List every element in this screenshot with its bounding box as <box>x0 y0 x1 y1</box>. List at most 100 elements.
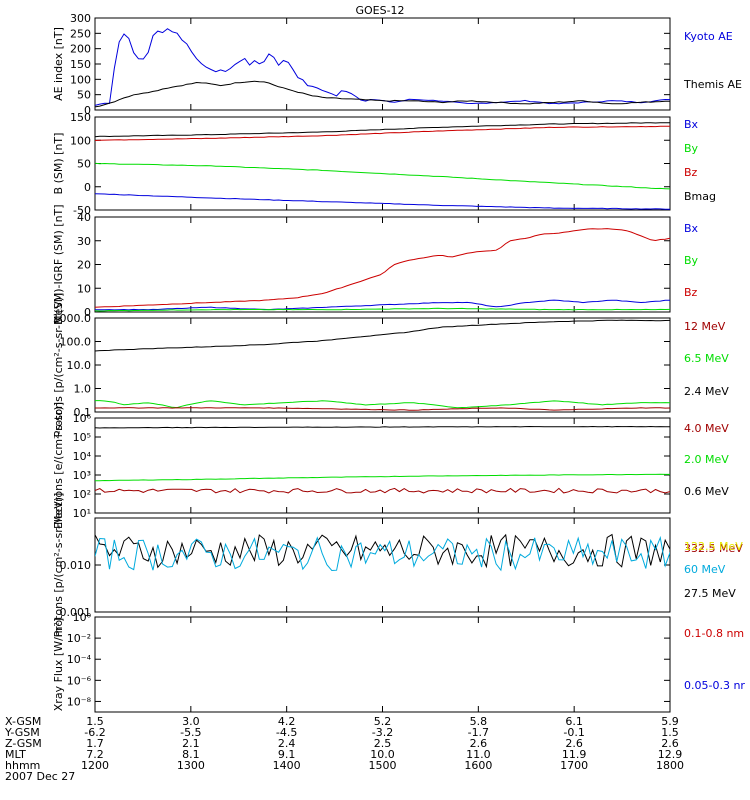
y-tick-label: 10⁻⁴ <box>67 653 92 666</box>
y-tick-label: 0 <box>84 306 91 319</box>
legend-label: 0.6 MeV <box>684 485 729 498</box>
y-tick-label: 10⁻² <box>67 632 91 645</box>
y-tick-label: 0 <box>84 104 91 117</box>
panel-frame <box>94 216 671 313</box>
series-line <box>95 307 670 312</box>
x-row-name: hhmm <box>5 759 40 772</box>
legend-label: Bmag <box>684 190 716 203</box>
y-tick-label: 0.010 <box>60 559 92 572</box>
x-tick-label: 1800 <box>656 759 684 772</box>
y-tick-label: 40 <box>77 211 91 224</box>
y-tick-label: 1000.0 <box>53 312 92 325</box>
x-axis-labels: X-GSM 1.5 3.0 4.2 5.2 5.8 6.1 5.9 Y-GSM -6.2 -5.5 -… <box>4 715 684 783</box>
panel-1: 0 50 100 150 200 250 300 AE index [nT] Kyoto AE T… <box>52 12 742 117</box>
series-line <box>95 125 670 141</box>
series-line <box>95 425 670 429</box>
x-tick-label: 9.1 <box>278 748 296 761</box>
x-tick-label: 11.0 <box>466 748 491 761</box>
y-tick-label: 50 <box>77 89 91 102</box>
y-axis-label: AE index [nT] <box>52 27 65 101</box>
x-tick-label: -3.2 <box>372 726 393 739</box>
panel-frame <box>94 317 671 413</box>
x-tick-label: 1.7 <box>86 737 104 750</box>
x-tick-label: 1400 <box>273 759 301 772</box>
legend-label: 12 MeV <box>684 320 726 333</box>
legend-label: 4.0 MeV <box>684 422 729 435</box>
x-tick-label: 1200 <box>81 759 109 772</box>
series-line <box>95 407 670 411</box>
x-tick-label: 2.6 <box>565 737 583 750</box>
y-axis-label: Electrons [e/(cm²-s-sr)] <box>52 402 65 529</box>
x-tick-label: 5.8 <box>470 715 488 728</box>
y-tick-label: 1.0 <box>74 383 92 396</box>
y-axis-label: B (SM) [nT] <box>52 133 65 195</box>
x-tick-label: 1700 <box>560 759 588 772</box>
x-tick-label: 6.1 <box>565 715 583 728</box>
series-line <box>95 473 670 482</box>
series-line <box>95 122 670 138</box>
legend-label: 2.0 MeV <box>684 453 729 466</box>
legend-label: Bz <box>684 166 698 179</box>
y-tick-label: 10.0 <box>67 359 92 372</box>
y-tick-label: 100.0 <box>60 336 92 349</box>
y-tick-label: 0.1 <box>74 406 92 419</box>
x-tick-label: -1.7 <box>468 726 489 739</box>
series-line <box>95 400 670 409</box>
legend-label: Bx <box>684 222 699 235</box>
y-tick-label: 10⁵ <box>73 431 91 444</box>
series-line <box>95 535 670 572</box>
y-tick-label: 10⁻⁶ <box>67 674 92 687</box>
legend-label: By <box>684 142 699 155</box>
series-line <box>95 162 670 190</box>
x-tick-label: -4.5 <box>276 726 297 739</box>
legend-label: 0.1-0.8 nm <box>684 627 744 640</box>
y-axis-label: Protons [p/(cm²-s-sr-MeV)] <box>52 493 65 638</box>
panel-7: 10⁻⁸ 10⁻⁶ 10⁻⁴ 10⁻² 10⁰ Xray Flux [W/m²] 0.1-0… <box>52 611 745 713</box>
legend-label: 27.5 MeV <box>684 587 736 600</box>
panel-frame <box>94 417 671 514</box>
panel-5: 10¹ 10² 10³ 10⁴ 10⁵ 10⁶ Electrons [e/(cm²-s-sr… <box>52 402 729 529</box>
x-tick-label: 1600 <box>464 759 492 772</box>
y-tick-label: 10³ <box>73 469 91 482</box>
x-row-name: X-GSM <box>5 715 41 728</box>
legend-label: Themis AE <box>683 78 742 91</box>
series-line <box>95 80 670 108</box>
legend-label: Bx <box>684 118 699 131</box>
y-tick-label: 30 <box>77 235 91 248</box>
series-line <box>95 193 670 210</box>
x-row-name: Y-GSM <box>4 726 40 739</box>
y-tick-label: 50 <box>77 158 91 171</box>
x-tick-label: 12.9 <box>658 748 683 761</box>
y-tick-label: 10² <box>73 488 91 501</box>
x-tick-label: -6.2 <box>84 726 105 739</box>
y-tick-label: 150 <box>70 111 91 124</box>
legend-label: 2.4 MeV <box>684 385 729 398</box>
series-line <box>95 319 670 352</box>
x-tick-label: 2.6 <box>661 737 679 750</box>
y-tick-label: 250 <box>70 27 91 40</box>
x-tick-label: 2.6 <box>470 737 488 750</box>
y-tick-label: 10⁴ <box>73 450 92 463</box>
legend-label: 122.5 MeV <box>684 540 743 553</box>
panel-2: -50 0 50 100 150 B (SM) [nT] Bx By Bz Bmag <box>52 111 716 217</box>
x-tick-label: 2.5 <box>374 737 392 750</box>
y-tick-label: 0.001 <box>60 606 92 619</box>
x-tick-label: 5.2 <box>374 715 392 728</box>
series-line <box>95 487 670 494</box>
panel-3: 0 10 20 30 40 B (SM)-IGRF (SM) [nT] Bx By Bz <box>52 204 699 324</box>
plot-title: GOES-12 <box>355 4 404 17</box>
legend-label: By <box>684 254 699 267</box>
x-tick-label: -0.1 <box>563 726 584 739</box>
legend-label: 60 MeV <box>684 563 726 576</box>
y-axis-label: Protons [p/(cm²-s-sr-MeV)] <box>52 293 65 438</box>
y-tick-label: 10⁰ <box>73 611 92 624</box>
x-row-name: Z-GSM <box>5 737 42 750</box>
legend-label: Bz <box>684 286 698 299</box>
y-axis-label: B (SM)-IGRF (SM) [nT] <box>52 204 65 324</box>
legend-label: 6.5 MeV <box>684 352 729 365</box>
x-tick-label: 10.0 <box>370 748 395 761</box>
x-tick-label: 1.5 <box>86 715 104 728</box>
